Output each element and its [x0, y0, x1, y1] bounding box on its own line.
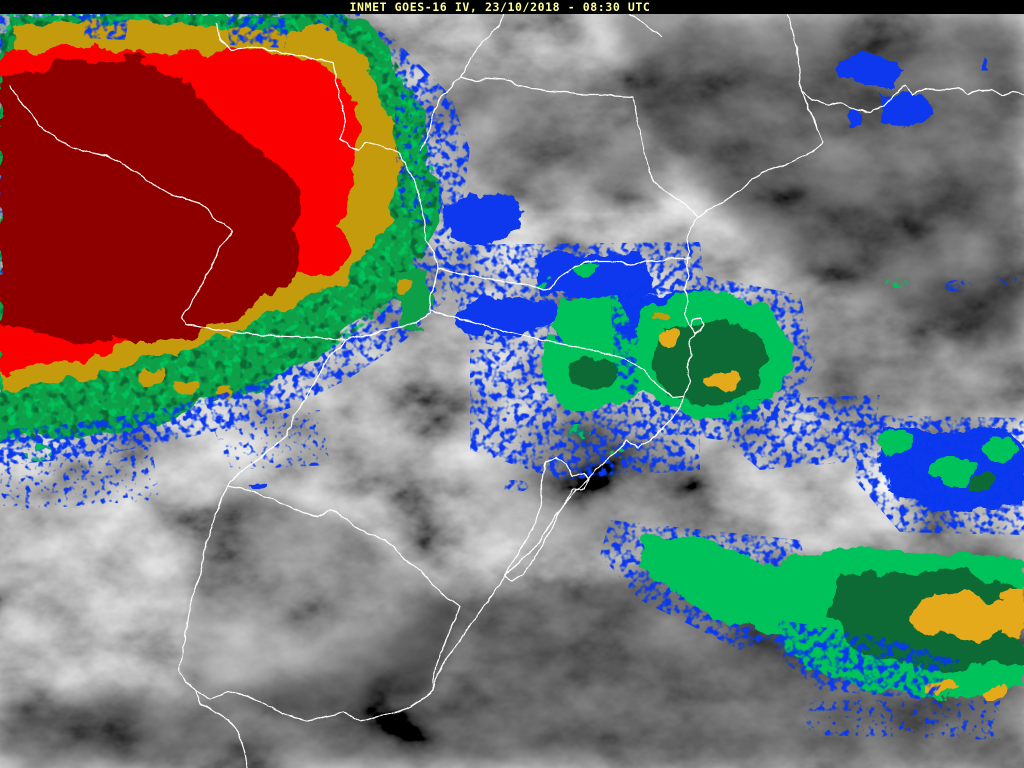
blue-specks-bottom-edge [800, 700, 1000, 740]
border-uruguay-river-west [178, 339, 348, 768]
title-bar-background [0, 0, 1024, 14]
green-patch-center [552, 296, 628, 346]
gold-spot-westedge [397, 280, 415, 292]
blue-specks-bottomleft [0, 435, 160, 510]
storm-gold-spot-2 [177, 380, 195, 392]
storm-gold-spot-1 [142, 371, 168, 385]
green-speck-offshore-1 [885, 278, 909, 288]
blue-patch-topband-3 [315, 14, 360, 35]
outline-florianopolis-island [689, 317, 705, 334]
green-dark-inner-coastal [652, 320, 768, 408]
blue-specks-se-bottom [770, 620, 960, 700]
title-text: INMET GOES-16 IV, 23/10/2018 - 08:30 UTC [350, 0, 651, 14]
light-clouds-bottomleft [0, 525, 420, 700]
green-patch-se-3 [987, 441, 1017, 459]
blue-specks-east-fringe [395, 90, 445, 230]
coastline-brazil-north [787, 13, 802, 92]
orange-edge-se [1000, 588, 1024, 640]
gold-spot-coastal [655, 310, 669, 320]
blue-cell-tr-2 [880, 92, 932, 128]
blue-speck-uruguay-n [249, 479, 267, 487]
green-speck-center-2 [537, 277, 553, 287]
border-parana-north [459, 76, 698, 218]
green-band-diagonal [640, 535, 790, 625]
border-river-north-fork [459, 13, 506, 78]
green-speck-bottomleft [24, 443, 52, 461]
blue-patch-topband-2 [225, 16, 290, 48]
blue-cell-tr-3 [847, 113, 859, 125]
blue-speck-lagoa-head [501, 480, 529, 492]
blue-cell-tr-1 [838, 55, 905, 85]
blue-speckfield-se-upper [725, 395, 880, 470]
orange-core-coastal-1 [655, 330, 681, 346]
blue-speck-offshore-2 [993, 275, 1017, 285]
blue-block-parana [446, 194, 524, 242]
green-patch-se-1 [877, 432, 913, 452]
coastal-green-cluster [610, 275, 1017, 440]
blue-blob-center-2 [458, 296, 560, 338]
title-bar: INMET GOES-16 IV, 23/10/2018 - 08:30 UTC [0, 0, 1024, 14]
coastline-sp-to-chui [432, 90, 824, 691]
topright-blue-cells [838, 55, 991, 128]
border-santacatarina-riograndedosul [429, 309, 685, 399]
border-topright-short [629, 13, 662, 37]
outline-lagoa-dos-patos [504, 456, 590, 582]
blue-speck-offshore-1 [944, 280, 972, 292]
border-river-nw-diagonal [9, 86, 348, 341]
storm-system-nw [0, 14, 470, 510]
green-dark-inner-rs [566, 357, 618, 387]
orange-spot-se-south-2 [985, 686, 1005, 698]
border-paraguay-parana-river [216, 23, 439, 341]
southeast-mass [600, 395, 1024, 740]
border-river-southwest-fork [420, 76, 461, 151]
coastline-rio-east [800, 84, 1024, 113]
light-clouds-topcenter [462, 20, 575, 70]
green-speck-south-1 [565, 424, 591, 440]
blue-cell-tr-4 [981, 58, 991, 68]
orange-core-coastal-2 [706, 373, 740, 391]
border-uruguay-south-coast [194, 689, 434, 722]
map-borders [9, 13, 1024, 768]
storm-darkred-core [0, 62, 302, 343]
orange-core-se [905, 592, 1020, 640]
storm-red-bulge [288, 224, 352, 276]
border-parana-santacatarina [437, 257, 691, 291]
blue-patch-topband-1 [80, 14, 130, 40]
border-uruguay-north [226, 485, 461, 691]
blue-specks-below-storm [210, 410, 330, 470]
green-patch-se-2 [930, 458, 974, 482]
green-dark-patch-se [968, 474, 996, 490]
storm-darkred-spot [122, 53, 150, 67]
